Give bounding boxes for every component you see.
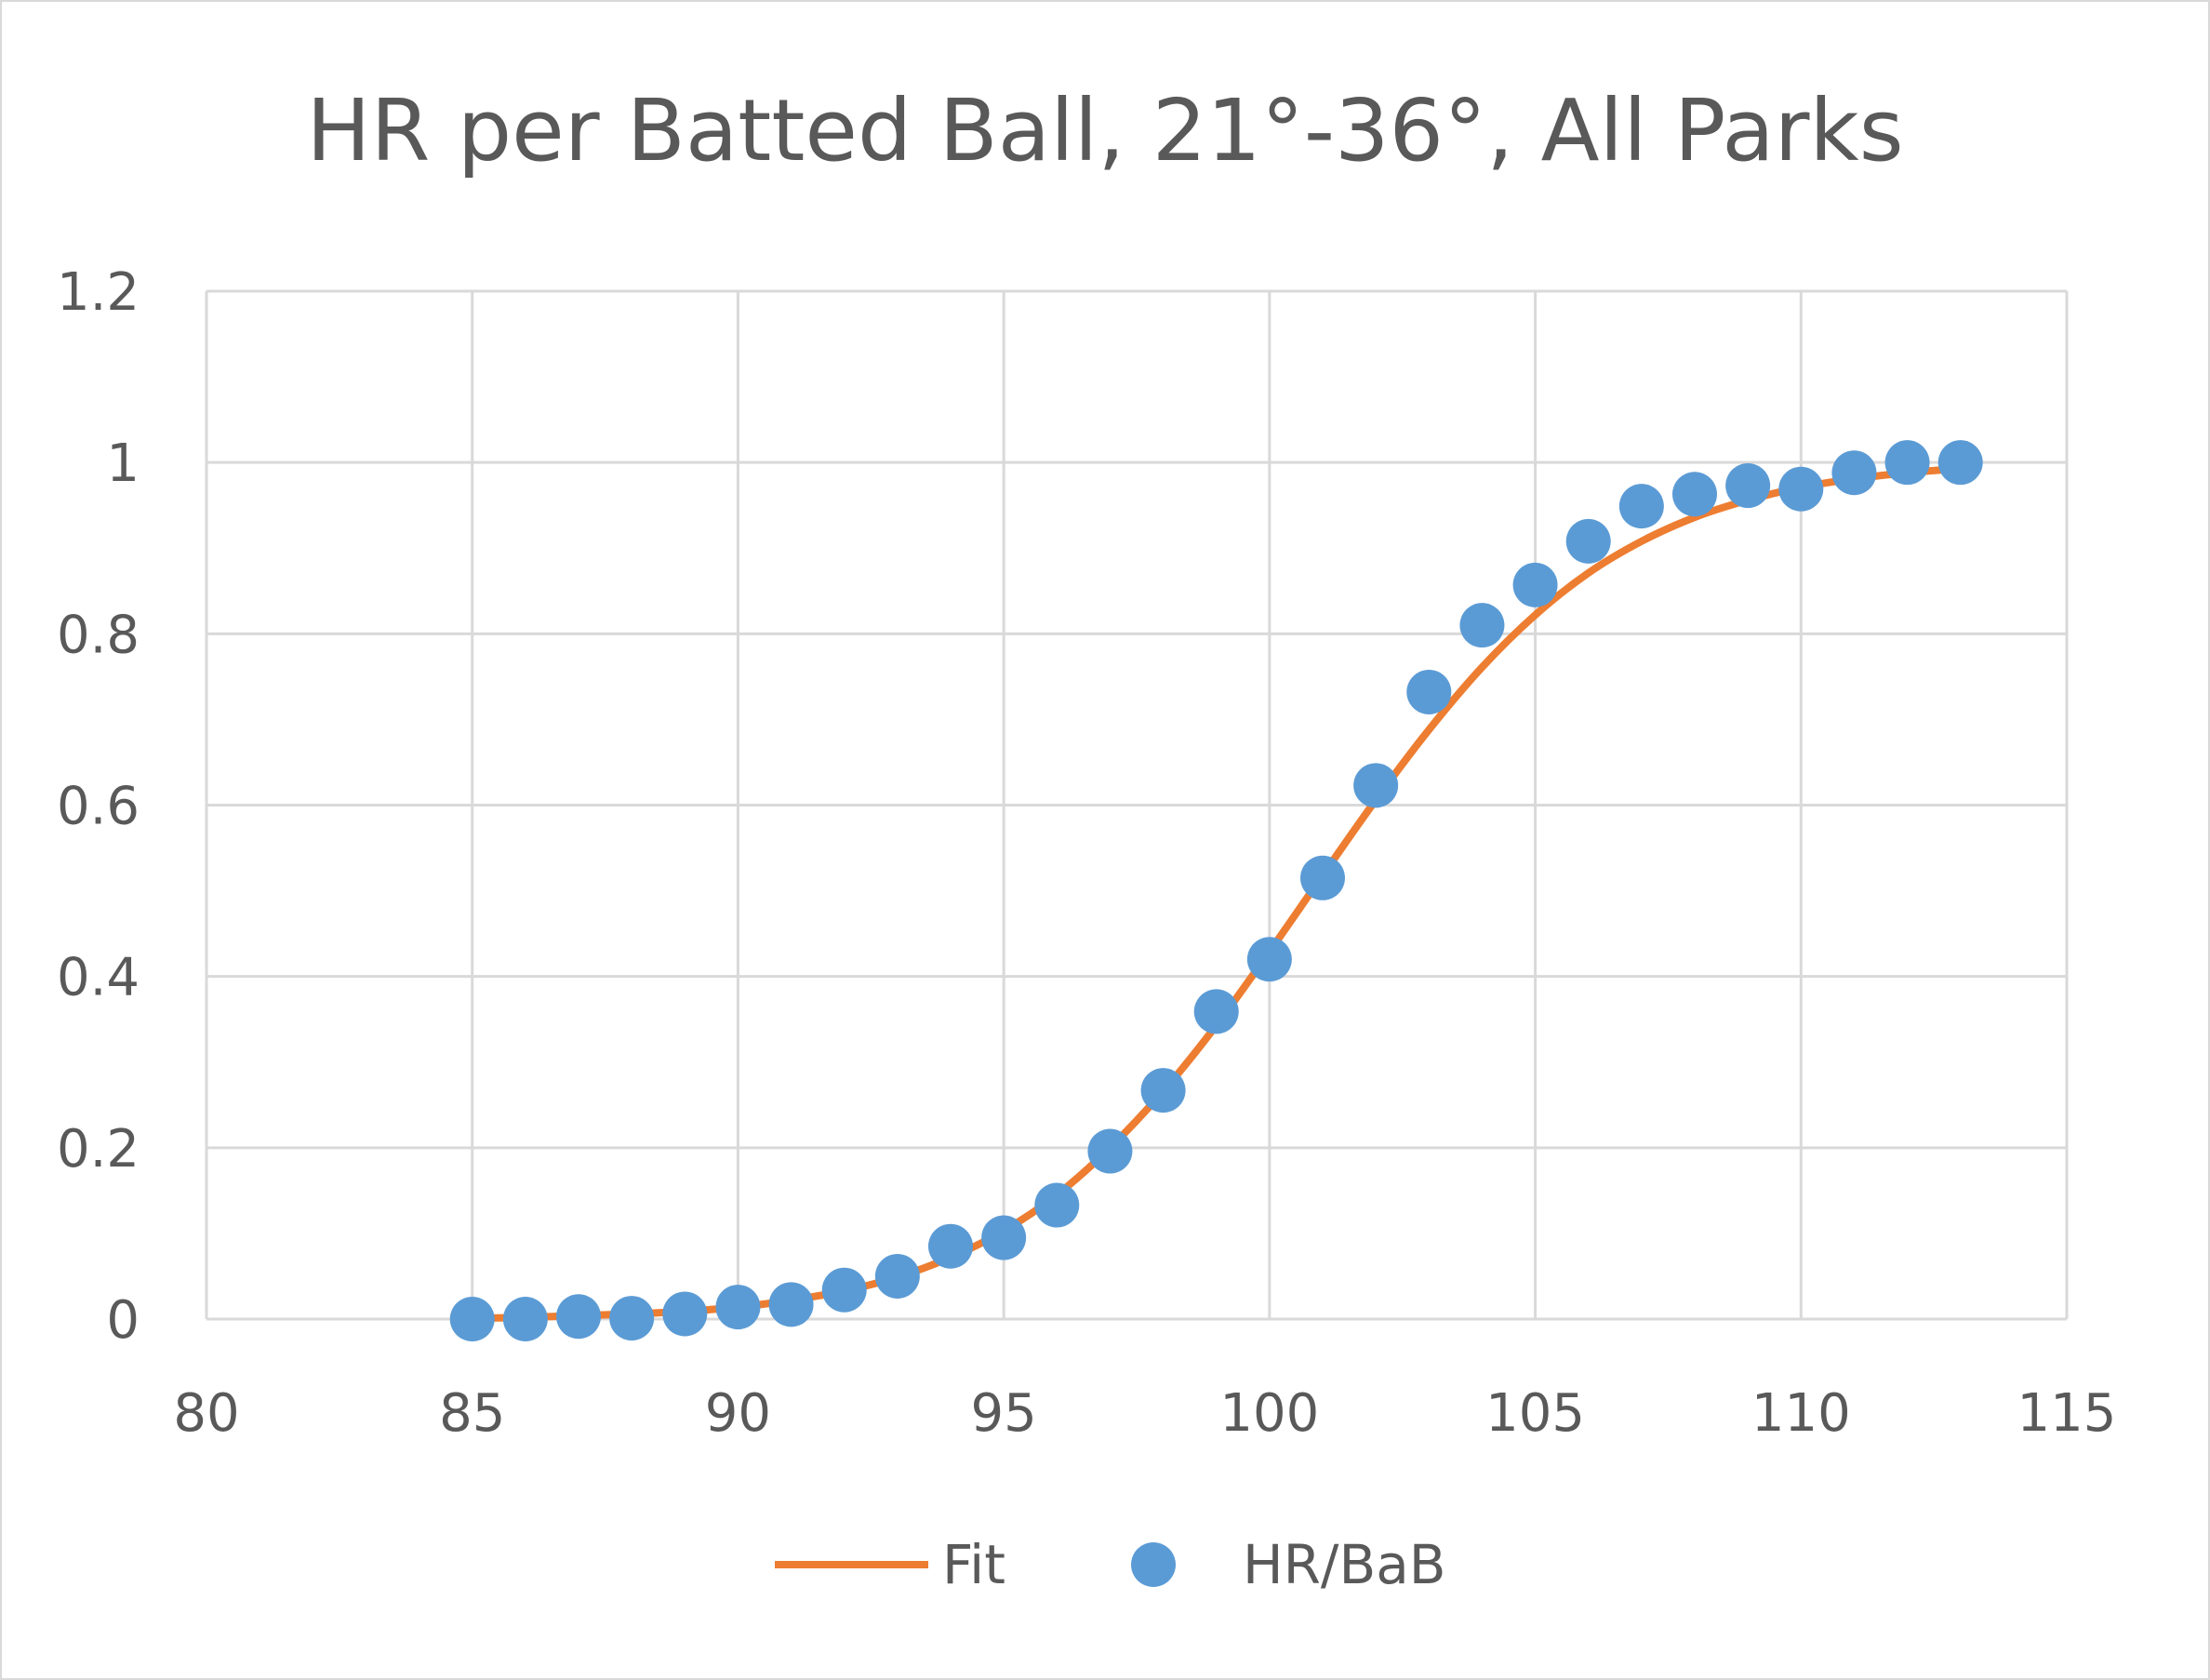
data-point: [1672, 472, 1717, 517]
hr-bab-series: [449, 440, 1983, 1341]
data-point: [874, 1253, 920, 1299]
data-point: [449, 1297, 495, 1341]
data-point: [1353, 763, 1399, 808]
x-axis-tick-labels: 80 85 90 95 100 105 110 115: [173, 1383, 2116, 1444]
data-point: [1246, 937, 1292, 982]
legend-fit-label: Fit: [942, 1533, 1005, 1596]
x-tick-label: 85: [439, 1383, 505, 1444]
legend: Fit HR/BaB: [775, 1533, 1446, 1596]
data-point: [1300, 855, 1345, 900]
y-tick-label: 1: [106, 433, 140, 494]
y-tick-label: 0.8: [57, 605, 140, 665]
gridlines: [205, 289, 2069, 1321]
chart-title: HR per Batted Ball, 21°-36°, All Parks: [306, 81, 1903, 180]
y-tick-label: 0.6: [57, 777, 140, 837]
y-tick-label: 1.2: [57, 262, 140, 323]
data-point: [556, 1294, 601, 1340]
data-point: [981, 1215, 1027, 1260]
x-tick-label: 95: [971, 1383, 1037, 1444]
fit-line: [468, 464, 1964, 1323]
x-tick-label: 115: [2017, 1383, 2117, 1444]
data-point: [1831, 450, 1877, 496]
data-point: [502, 1297, 548, 1341]
data-point: [1406, 669, 1452, 714]
y-tick-label: 0.2: [57, 1119, 140, 1180]
x-tick-label: 105: [1485, 1383, 1585, 1444]
data-point: [662, 1291, 708, 1337]
data-point: [1937, 440, 1983, 486]
x-tick-label: 110: [1751, 1383, 1851, 1444]
data-point: [1725, 463, 1771, 509]
y-tick-label: 0.4: [57, 948, 140, 1008]
data-point: [1459, 603, 1505, 648]
data-point: [1193, 989, 1239, 1034]
data-point: [1140, 1068, 1186, 1113]
x-tick-label: 90: [705, 1383, 771, 1444]
legend-hr-bab-label: HR/BaB: [1243, 1533, 1446, 1596]
x-tick-label: 80: [173, 1383, 239, 1444]
data-point: [1512, 562, 1558, 607]
x-tick-label: 100: [1219, 1383, 1319, 1444]
data-point: [928, 1223, 973, 1269]
data-point: [1778, 466, 1824, 512]
data-point: [821, 1267, 867, 1313]
y-tick-label: 0: [106, 1290, 140, 1351]
data-point: [1884, 440, 1930, 486]
y-axis-tick-labels: 0 0.2 0.4 0.6 0.8 1 1.2: [57, 262, 140, 1351]
legend-hr-bab-swatch: [1131, 1542, 1176, 1587]
data-point: [1565, 518, 1611, 564]
data-point: [768, 1282, 814, 1327]
fit-series: [468, 464, 1964, 1323]
data-point: [1618, 484, 1664, 529]
data-point: [1034, 1182, 1080, 1228]
data-point: [609, 1296, 655, 1341]
data-point: [715, 1285, 761, 1330]
data-point: [1087, 1128, 1133, 1174]
